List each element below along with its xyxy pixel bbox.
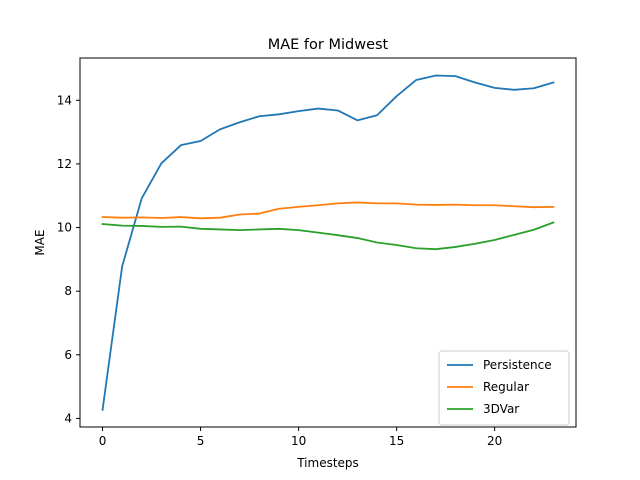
x-tick-label: 10 [291, 434, 306, 448]
legend: Persistence Regular 3DVar [438, 350, 570, 426]
x-tick-label: 5 [197, 434, 205, 448]
y-tick-label: 14 [57, 93, 72, 107]
x-axis-ticks: 0 5 10 15 20 [99, 427, 502, 448]
y-axis-ticks: 4 6 8 10 12 14 [57, 93, 80, 425]
legend-entry-1: Regular [483, 380, 529, 394]
y-tick-label: 8 [64, 284, 72, 298]
plot-frame [79, 57, 577, 428]
legend-entry-2: 3DVar [483, 402, 519, 416]
series-line-2 [101, 221, 555, 251]
chart-title: MAE for Midwest [268, 37, 389, 53]
x-tick-label: 15 [389, 434, 404, 448]
y-axis-label: MAE [33, 229, 47, 255]
series-layer [101, 74, 555, 411]
x-tick-label: 20 [487, 434, 502, 448]
x-tick-label: 0 [99, 434, 107, 448]
x-axis-label: Timesteps [296, 456, 359, 470]
legend-box [438, 350, 570, 426]
series-line-0 [101, 74, 555, 411]
series-line-1 [101, 201, 555, 220]
y-tick-label: 12 [57, 157, 72, 171]
y-tick-label: 10 [57, 221, 72, 235]
y-tick-label: 4 [64, 411, 72, 425]
y-tick-label: 6 [64, 348, 72, 362]
legend-entry-0: Persistence [483, 358, 552, 372]
